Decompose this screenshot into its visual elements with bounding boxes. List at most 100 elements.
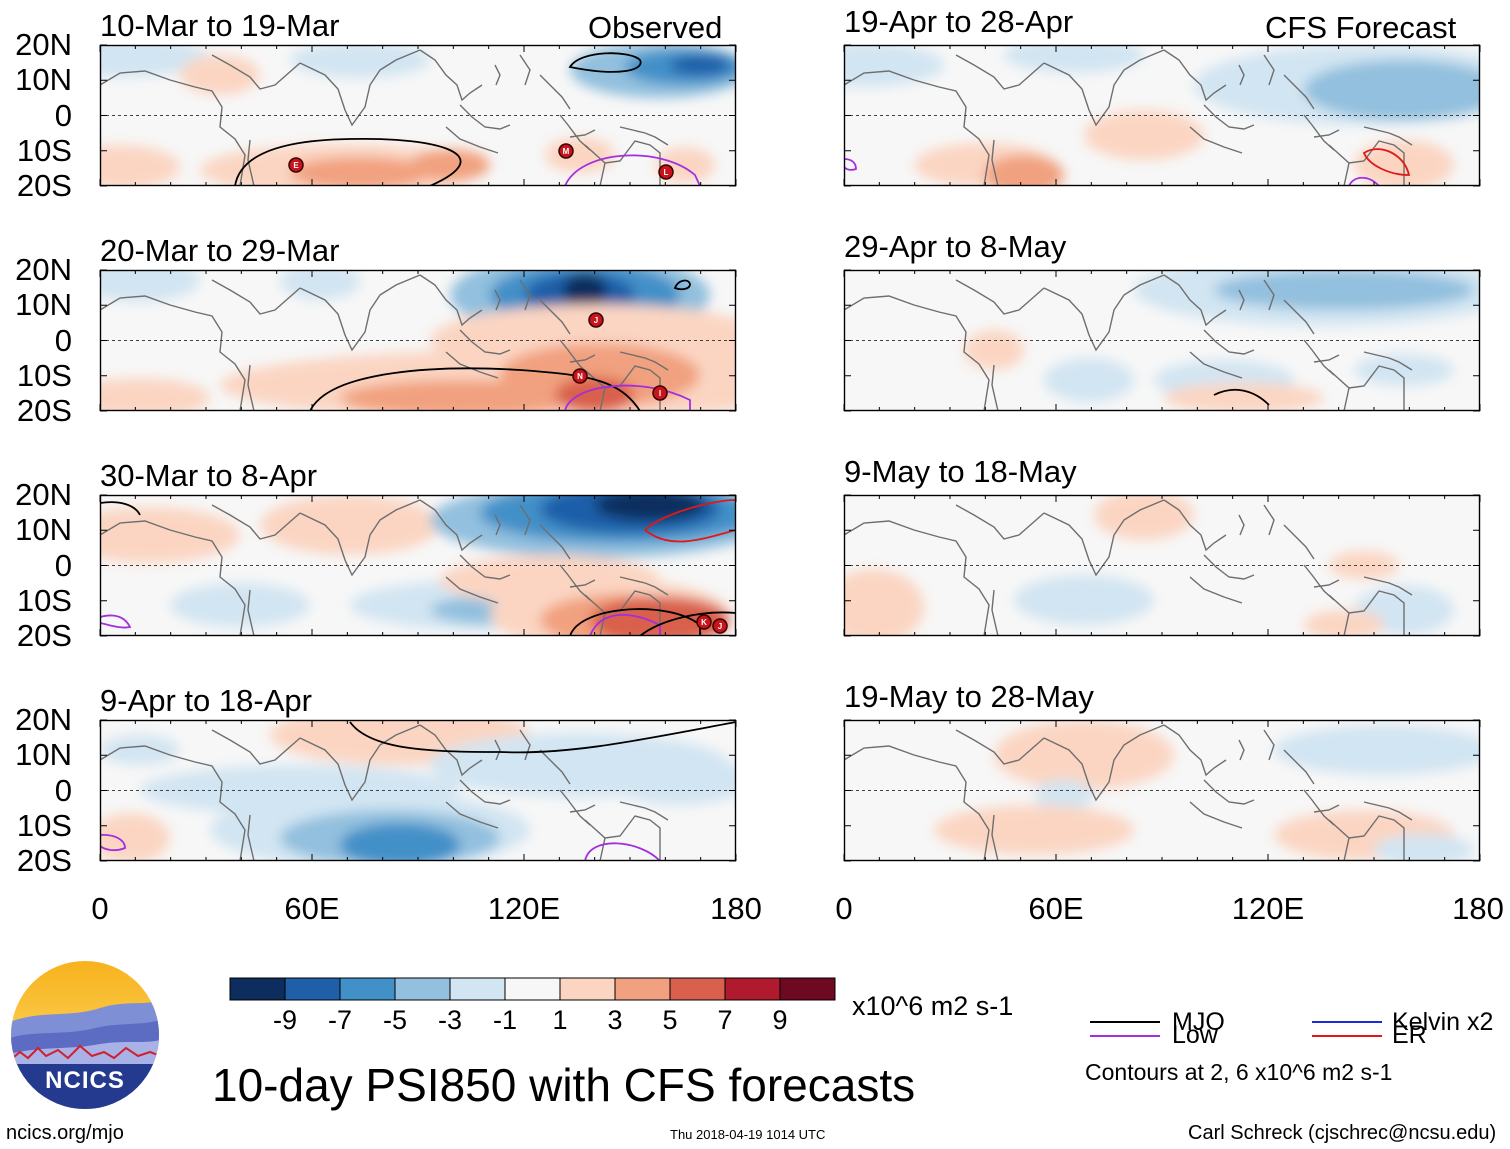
filter-contour-l1-1 (564, 384, 691, 411)
panel-title-fcst-3: 9-May to 18-May (844, 454, 1077, 489)
lon-label-60e-right: 60E (1028, 891, 1084, 926)
colorbar-label: -3 (437, 1005, 463, 1035)
anomaly-r3-1 (1274, 725, 1480, 775)
colorbar-swatch-1 (284, 977, 341, 1001)
map-panel-r2 (843, 494, 1481, 637)
panel-title-obs-1: 10-Mar to 19-Mar (100, 8, 340, 43)
lat-label-0: 0 (54, 547, 72, 583)
filter-contour-l1-2 (673, 279, 691, 291)
filter-contour-l3-2 (100, 834, 126, 852)
colorbar-swatch-10 (779, 977, 836, 1001)
colorbar-swatch-9 (724, 977, 781, 1001)
colorbar-swatch-8 (669, 977, 726, 1001)
svg-text:L: L (664, 168, 669, 177)
anomaly-l2-2 (170, 583, 310, 627)
lat-label-20s: 20S (16, 618, 72, 653)
column-label-observed: Observed (588, 10, 723, 45)
lon-label-120e-left: 120E (487, 891, 561, 926)
legend-label-low: Low (1172, 1021, 1218, 1049)
colorbar-swatch-5 (504, 977, 561, 1001)
lat-label-0: 0 (54, 97, 72, 133)
map-panel-r3 (843, 719, 1481, 862)
lat-label-10s: 10S (16, 582, 72, 618)
anomaly-l2-0 (100, 507, 240, 563)
anomaly-l1-9 (500, 343, 700, 407)
lon-label-120e-right: 120E (1231, 891, 1305, 926)
anomaly-r2-3 (1329, 551, 1399, 579)
map-panel-r1 (843, 269, 1481, 412)
anomaly-l1-0 (100, 270, 200, 302)
filter-contour-l2-6 (100, 614, 132, 629)
anomaly-r1-1 (1214, 270, 1474, 310)
storm-marker-e: E (288, 157, 304, 173)
storm-marker-k: K (696, 614, 712, 630)
anomaly-r3-5 (1374, 834, 1474, 861)
lon-label-180-right: 180 (1452, 891, 1504, 926)
anomaly-r2-1 (1094, 495, 1194, 540)
footer-credit: Carl Schreck (cjschrec@ncsu.edu) (1188, 1122, 1497, 1144)
svg-text:N: N (577, 372, 583, 381)
colorbar-label: 5 (662, 1005, 678, 1035)
main-title: 10-day PSI850 with CFS forecasts (212, 1059, 916, 1111)
lat-label-20n: 20N (15, 477, 72, 512)
filter-contour-l2-4 (644, 499, 736, 531)
legend-label-kelvin: Kelvin x2 (1392, 1008, 1494, 1036)
colorbar-swatch-2 (339, 977, 396, 1001)
anomaly-l0-1 (180, 55, 260, 95)
lat-label-10n: 10N (15, 62, 72, 98)
colorbar (229, 977, 836, 1001)
legend-label-er: ER (1392, 1021, 1427, 1049)
footer-site[interactable]: ncics.org/mjo (6, 1122, 124, 1144)
map-panel-l1: J N I (99, 269, 737, 412)
anomaly-l3-1 (100, 735, 180, 765)
colorbar-swatch-7 (614, 977, 671, 1001)
anomaly-l0-5 (670, 55, 730, 75)
colorbar-swatch-6 (559, 977, 616, 1001)
panel-title-obs-3: 30-Mar to 8-Apr (100, 458, 318, 493)
colorbar-swatch-4 (449, 977, 506, 1001)
logo-text: NCICS (45, 1067, 125, 1094)
anomaly-l0-6 (100, 145, 180, 186)
colorbar-label: 9 (772, 1005, 788, 1035)
anomaly-l1-1 (280, 270, 360, 300)
ncics-logo: NCICS (10, 960, 160, 1110)
map-panel-r0 (843, 44, 1481, 187)
anomaly-r0-6 (1084, 110, 1204, 160)
anomaly-l3-8 (100, 813, 170, 861)
legend-lines (1090, 1021, 1382, 1037)
svg-text:I: I (659, 389, 661, 398)
panel-title-obs-4: 9-Apr to 18-Apr (100, 683, 312, 718)
legend-label-mjo: MJO (1172, 1008, 1225, 1036)
lat-label-10s: 10S (16, 807, 72, 843)
colorbar-label: 3 (607, 1005, 623, 1035)
anomaly-r3-3 (934, 805, 1134, 855)
colorbar-label: -5 (382, 1005, 408, 1035)
anomaly-r1-5 (1164, 383, 1324, 411)
anomaly-r1-2 (964, 330, 1024, 370)
anomaly-r1-3 (1044, 358, 1134, 402)
anomaly-l3-5 (340, 823, 460, 861)
colorbar-label: -1 (492, 1005, 518, 1035)
colorbar-label: -7 (327, 1005, 353, 1035)
lon-label-0-left: 0 (91, 891, 109, 926)
anomaly-l0-9 (410, 149, 490, 181)
filter-contour-l3-1 (584, 842, 661, 861)
storm-marker-j: J (588, 312, 604, 328)
colorbar-label: 7 (717, 1005, 733, 1035)
filter-contour-l3-0 (349, 721, 736, 754)
storm-marker-j: J (712, 618, 728, 634)
lat-label-10n: 10N (15, 512, 72, 548)
storm-marker-l: L (658, 164, 674, 180)
colorbar-label: -9 (272, 1005, 298, 1035)
lat-label-20n: 20N (15, 27, 72, 62)
lat-label-10n: 10N (15, 287, 72, 323)
lon-label-60e-left: 60E (284, 891, 340, 926)
filter-contour-r0-0 (1362, 148, 1411, 176)
column-label-forecast: CFS Forecast (1265, 10, 1457, 45)
storm-marker-i: I (652, 385, 668, 401)
anomaly-r2-5 (1304, 610, 1384, 636)
panel-title-fcst-2: 29-Apr to 8-May (844, 229, 1067, 264)
anomaly-l1-11 (100, 378, 210, 411)
anomaly-r0-5 (984, 155, 1064, 186)
